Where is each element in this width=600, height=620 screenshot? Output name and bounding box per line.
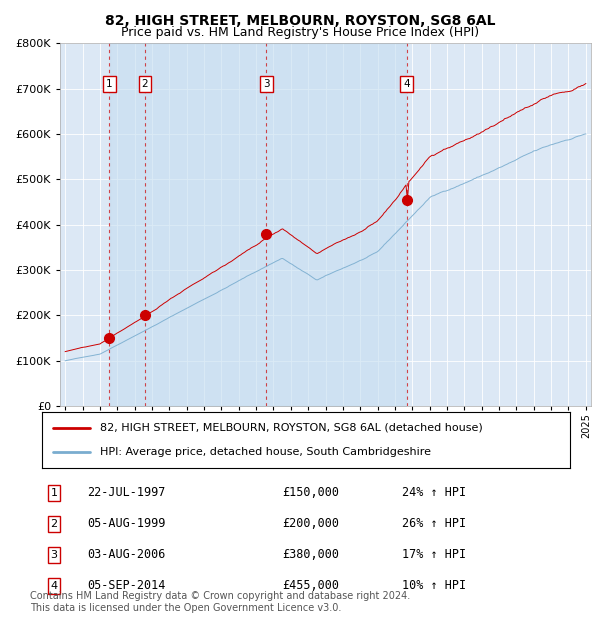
Text: 22-JUL-1997: 22-JUL-1997 [87,487,166,499]
Text: 05-SEP-2014: 05-SEP-2014 [87,580,166,592]
Text: 2: 2 [50,519,58,529]
Text: 3: 3 [263,79,269,89]
Text: 3: 3 [50,550,58,560]
Text: HPI: Average price, detached house, South Cambridgeshire: HPI: Average price, detached house, Sout… [100,448,431,458]
Text: 03-AUG-2006: 03-AUG-2006 [87,549,166,561]
Text: 1: 1 [50,488,58,498]
Text: 10% ↑ HPI: 10% ↑ HPI [402,580,466,592]
Text: £150,000: £150,000 [282,487,339,499]
Text: 17% ↑ HPI: 17% ↑ HPI [402,549,466,561]
Text: 26% ↑ HPI: 26% ↑ HPI [402,518,466,530]
Text: 82, HIGH STREET, MELBOURN, ROYSTON, SG8 6AL (detached house): 82, HIGH STREET, MELBOURN, ROYSTON, SG8 … [100,423,483,433]
Text: 82, HIGH STREET, MELBOURN, ROYSTON, SG8 6AL: 82, HIGH STREET, MELBOURN, ROYSTON, SG8 … [105,14,495,28]
Text: 1: 1 [106,79,113,89]
Text: 05-AUG-1999: 05-AUG-1999 [87,518,166,530]
Text: £200,000: £200,000 [282,518,339,530]
Text: 24% ↑ HPI: 24% ↑ HPI [402,487,466,499]
Text: 2: 2 [142,79,148,89]
Text: £455,000: £455,000 [282,580,339,592]
Text: 4: 4 [50,581,58,591]
Text: Contains HM Land Registry data © Crown copyright and database right 2024.
This d: Contains HM Land Registry data © Crown c… [30,591,410,613]
Text: £380,000: £380,000 [282,549,339,561]
Text: 4: 4 [403,79,410,89]
Text: Price paid vs. HM Land Registry's House Price Index (HPI): Price paid vs. HM Land Registry's House … [121,26,479,39]
